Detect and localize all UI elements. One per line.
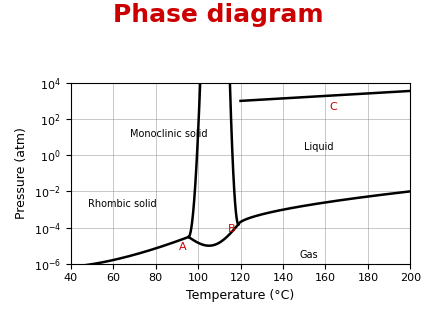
Text: Phase diagram: Phase diagram — [112, 3, 324, 27]
Text: B: B — [228, 223, 235, 234]
Text: A: A — [179, 242, 187, 252]
Y-axis label: Pressure (atm): Pressure (atm) — [15, 127, 28, 219]
Text: Rhombic solid: Rhombic solid — [88, 199, 156, 209]
Text: Liquid: Liquid — [304, 141, 334, 152]
Text: C: C — [330, 102, 337, 112]
Text: Monoclinic solid: Monoclinic solid — [130, 129, 208, 139]
X-axis label: Temperature (°C): Temperature (°C) — [187, 289, 295, 302]
Text: Gas: Gas — [300, 250, 319, 260]
